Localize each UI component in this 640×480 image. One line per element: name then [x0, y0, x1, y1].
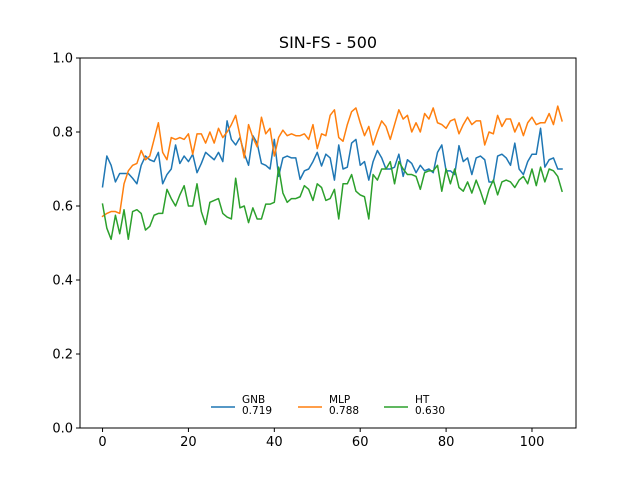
x-tick-label: 40: [266, 435, 283, 450]
series-layer: [101, 105, 563, 241]
axes-frame: [79, 57, 577, 429]
y-tick-label: 0.8: [52, 126, 73, 141]
series-line-gnb: [101, 120, 563, 188]
legend-entry-ht: HT0.630: [384, 394, 445, 417]
axes-border: [79, 57, 577, 429]
series-line-mlp: [101, 105, 563, 218]
y-tick-label: 0.0: [52, 422, 73, 437]
plot-area: [80, 58, 576, 428]
legend-series-name: GNB: [242, 394, 265, 406]
legend-series-name: MLP: [329, 394, 350, 406]
legend-series-name: HT: [415, 394, 430, 406]
y-tick-label: 0.2: [52, 348, 73, 363]
y-tick-label: 1.0: [52, 52, 73, 67]
legend-series-mean: 0.788: [329, 405, 359, 417]
x-tick-label: 0: [98, 435, 106, 450]
x-tick-label: 80: [438, 435, 455, 450]
x-tick-label: 100: [520, 435, 545, 450]
x-tick-label: 20: [180, 435, 197, 450]
y-tick-label: 0.6: [52, 200, 73, 215]
legend-series-mean: 0.630: [415, 405, 445, 417]
chart-title: SIN-FS - 500: [279, 33, 377, 52]
y-tick-label: 0.4: [52, 274, 73, 289]
series-line-ht: [101, 160, 563, 241]
x-tick-label: 60: [352, 435, 369, 450]
legend-series-mean: 0.719: [242, 405, 272, 417]
axes-background: [80, 58, 576, 428]
x-axis: 0 20 40 60 80 100: [98, 428, 544, 450]
y-axis: 0.0 0.2 0.4 0.6 0.8 1.0: [52, 52, 80, 437]
